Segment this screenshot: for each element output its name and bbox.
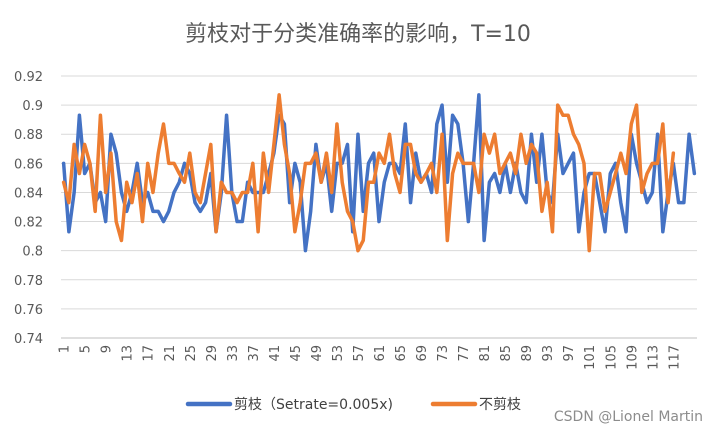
x-tick-label: 53 (331, 345, 346, 362)
x-tick-label: 73 (436, 345, 451, 362)
x-tick-label: 93 (541, 345, 556, 362)
x-tick-label: 5 (79, 345, 94, 353)
x-tick-label: 89 (520, 345, 535, 362)
x-tick-label: 33 (226, 345, 241, 362)
x-tick-label: 45 (289, 345, 304, 362)
x-tick-label: 69 (415, 345, 430, 362)
x-tick-label: 113 (646, 345, 661, 370)
series-line-unpruned (61, 93, 676, 253)
y-tick-label: 0.92 (14, 70, 43, 85)
y-tick-label: 0.78 (14, 274, 43, 289)
y-tick-label: 0.74 (14, 332, 43, 347)
y-tick-label: 0.86 (14, 157, 43, 172)
y-tick-label: 0.76 (14, 303, 43, 318)
x-tick-label: 109 (625, 345, 640, 370)
y-tick-label: 0.8 (22, 245, 43, 260)
x-tick-label: 101 (583, 345, 598, 370)
x-tick-label: 49 (310, 345, 325, 362)
x-tick-label: 97 (562, 345, 577, 362)
x-tick-label: 17 (142, 345, 157, 362)
legend-label-pruned: 剪枝（Setrate=0.005x) (234, 397, 393, 413)
x-tick-label: 41 (268, 345, 283, 362)
x-tick-label: 37 (247, 345, 262, 362)
x-tick-label: 81 (478, 345, 493, 362)
x-tick-label: 57 (352, 345, 367, 362)
x-tick-label: 25 (184, 345, 199, 362)
x-tick-label: 21 (163, 345, 178, 362)
y-tick-label: 0.84 (14, 186, 43, 201)
x-tick-label: 29 (205, 345, 220, 362)
y-tick-label: 0.82 (14, 216, 43, 231)
series-line-pruned (61, 93, 697, 253)
x-tick-label: 1 (58, 345, 73, 353)
legend-label-unpruned: 不剪枝 (479, 397, 521, 413)
x-tick-label: 85 (499, 345, 514, 362)
x-tick-label: 13 (121, 345, 136, 362)
y-tick-label: 0.9 (22, 99, 43, 114)
x-tick-label: 61 (373, 345, 388, 362)
y-axis-ticks: 0.74 0.76 0.78 0.8 0.82 0.84 0.86 0.88 0.9 0.92 (14, 70, 43, 347)
chart-title: 剪枝对于分类准确率的影响，T=10 (185, 22, 531, 47)
x-tick-label: 117 (667, 345, 682, 370)
x-tick-label: 77 (457, 345, 472, 362)
x-tick-label: 105 (604, 345, 619, 370)
y-tick-label: 0.88 (14, 128, 43, 143)
series-lines (61, 93, 697, 253)
watermark: CSDN @Lionel Martin (554, 409, 703, 425)
x-tick-label: 9 (100, 345, 115, 353)
x-axis-ticks: 1 5 9 13 17 21 25 29 33 37 41 45 49 53 57 61 65 69 73 77 81 8… (58, 345, 683, 370)
legend: 剪枝（Setrate=0.005x) 不剪枝 (185, 397, 521, 413)
x-tick-label: 65 (394, 345, 409, 362)
